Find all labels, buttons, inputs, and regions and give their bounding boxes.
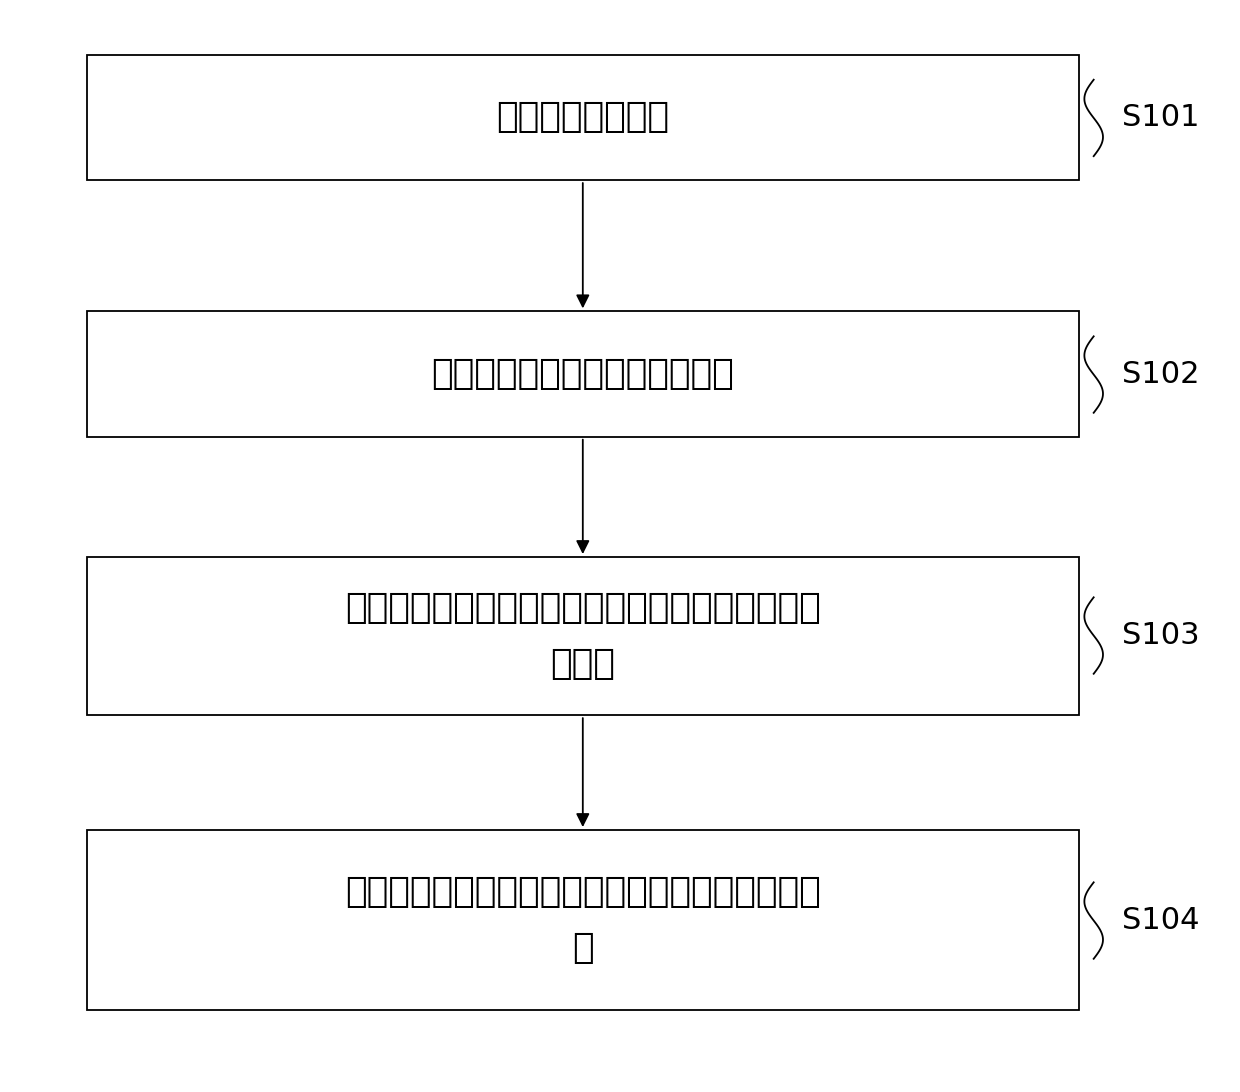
Text: 计算原始传输电流的最大特征根: 计算原始传输电流的最大特征根 [432,357,734,391]
Text: S102: S102 [1122,360,1200,389]
Text: 流: 流 [572,931,594,965]
Text: 根据该最大特征根和该总延时获取补偿后的传输电: 根据该最大特征根和该总延时获取补偿后的传输电 [345,875,821,909]
Bar [87,311,1079,437]
Bar [87,557,1079,715]
Text: 获取原始传输电流: 获取原始传输电流 [496,100,670,134]
Bar [87,830,1079,1010]
Bar [87,55,1079,180]
Text: S101: S101 [1122,104,1200,132]
Text: S103: S103 [1122,621,1200,650]
Text: 获取电力系统数模混合仳真平台与硬件通信接口的: 获取电力系统数模混合仳真平台与硬件通信接口的 [345,591,821,625]
Text: S104: S104 [1122,906,1200,935]
Text: 总延时: 总延时 [551,648,615,681]
